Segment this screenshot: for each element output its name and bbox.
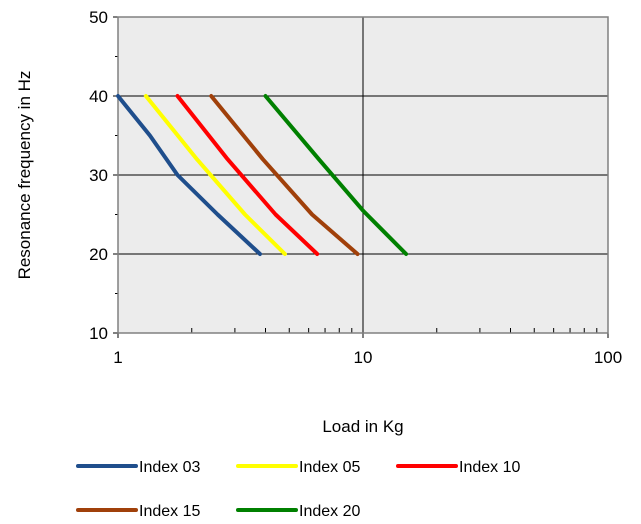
x-tick-label: 100 bbox=[594, 348, 622, 367]
x-tick-label: 1 bbox=[113, 348, 122, 367]
tick-labels: 10 20 30 40 50 1 10 100 bbox=[89, 8, 622, 367]
y-tick-label: 50 bbox=[89, 8, 108, 27]
plot-border bbox=[117, 16, 609, 334]
series-layer bbox=[116, 94, 409, 256]
y-tick-label: 30 bbox=[89, 166, 108, 185]
y-tick-label: 20 bbox=[89, 245, 108, 264]
minor-ticks bbox=[115, 56, 598, 333]
legend: Index 03 Index 05 Index 10 Index 15 Index 20 bbox=[76, 459, 520, 520]
series-line-index-15 bbox=[209, 94, 360, 256]
legend-label-index-10: Index 10 bbox=[459, 459, 520, 476]
y-tick-label: 10 bbox=[89, 324, 108, 343]
series-line-index-10 bbox=[175, 94, 320, 256]
legend-label-index-20: Index 20 bbox=[299, 503, 360, 520]
x-tick-label: 10 bbox=[354, 348, 373, 367]
y-tick-label: 40 bbox=[89, 87, 108, 106]
grid-lines bbox=[113, 16, 609, 338]
series-line-index-20 bbox=[263, 94, 409, 256]
series-line-index-03 bbox=[116, 94, 262, 256]
legend-label-index-03: Index 03 bbox=[139, 459, 200, 476]
legend-label-index-15: Index 15 bbox=[139, 503, 200, 520]
legend-label-index-05: Index 05 bbox=[299, 459, 360, 476]
y-axis-title: Resonance frequency in Hz bbox=[15, 71, 34, 280]
x-axis-title: Load in Kg bbox=[322, 417, 403, 436]
series-line-index-05 bbox=[143, 94, 287, 256]
